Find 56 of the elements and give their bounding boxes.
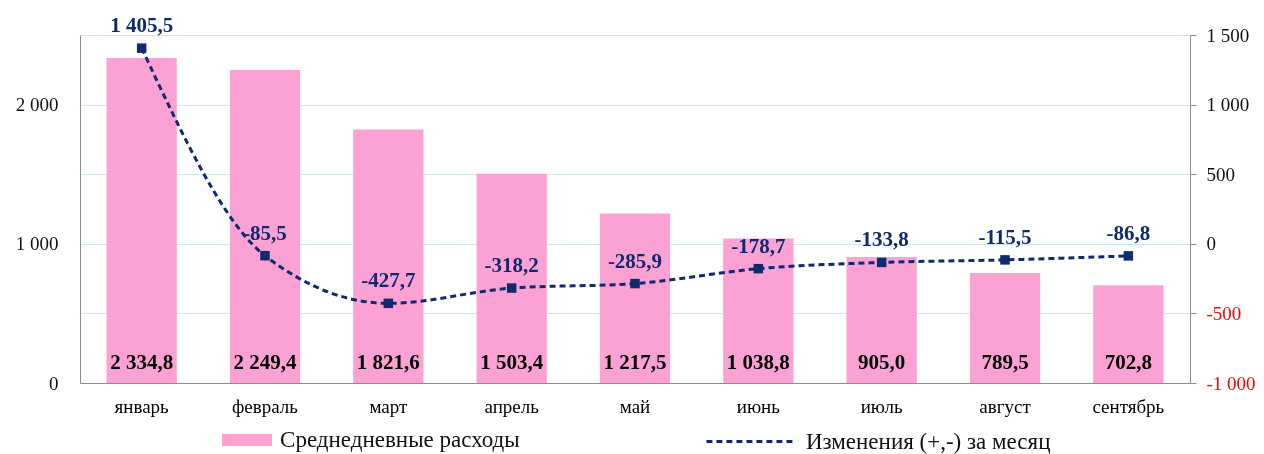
data-label: 1 821,6: [356, 350, 420, 374]
data-label: 702,8: [1104, 350, 1152, 374]
x-tick-label: апрель: [484, 395, 540, 417]
data-label: 1 038,8: [726, 350, 790, 374]
x-tick-label: сентябрь: [1092, 395, 1165, 417]
bar: [353, 129, 424, 383]
data-label: -115,5: [978, 224, 1032, 249]
y2-tick-label: 0: [1206, 233, 1216, 255]
bar: [969, 273, 1041, 383]
data-label: 1 217,5: [603, 350, 667, 374]
point: [136, 43, 147, 53]
data-label: 2 249,4: [233, 350, 297, 374]
bar: [846, 257, 917, 383]
point: [383, 298, 394, 309]
y2-tick-label: 1 000: [1206, 94, 1250, 116]
bar: [599, 213, 671, 383]
data-label: -285,9: [607, 248, 663, 273]
y2-tick-label: -1 000: [1206, 372, 1256, 394]
point: [1123, 251, 1134, 261]
y2-tick-label: -500: [1206, 302, 1242, 324]
x-tick-label: февраль: [232, 395, 299, 417]
data-label: 2 334,8: [110, 350, 174, 374]
data-label: -133,8: [854, 227, 909, 252]
bar: [229, 69, 301, 383]
data-label: 1 405,5: [110, 13, 174, 38]
data-label: -318,2: [484, 253, 539, 278]
data-label: -86,8: [1106, 220, 1151, 245]
legend-label: Среднедневные расходы: [280, 427, 520, 452]
x-tick-label: июль: [860, 395, 904, 417]
point: [876, 257, 887, 268]
point: [506, 283, 517, 293]
bar: [476, 173, 547, 383]
x-tick-label: июнь: [736, 395, 781, 417]
x-tick-label: май: [619, 395, 651, 417]
y2-tick-label: 500: [1206, 163, 1235, 185]
point: [260, 250, 270, 261]
data-label: 905,0: [858, 350, 906, 374]
x-tick-label: март: [369, 395, 408, 417]
data-label: 789,5: [981, 350, 1029, 374]
point: [753, 263, 764, 274]
data-label: 1 503,4: [480, 350, 544, 374]
data-label: -178,7: [731, 233, 786, 258]
y-tick-label: 2 000: [15, 94, 59, 116]
y-tick-label: 0: [49, 372, 59, 394]
x-tick-label: январь: [114, 395, 170, 417]
legend-label: Изменения (+,-) за месяц: [805, 428, 1051, 454]
bar: [723, 238, 794, 383]
y2-tick-label: 1 500: [1206, 24, 1250, 46]
point: [630, 278, 640, 289]
bar: [1093, 285, 1164, 383]
point: [1000, 255, 1010, 265]
bar: [106, 58, 177, 383]
y-tick-label: 1 000: [15, 233, 59, 255]
x-tick-label: август: [979, 395, 1032, 417]
data-label: -85,5: [243, 220, 287, 245]
data-label: -427,7: [361, 268, 416, 293]
